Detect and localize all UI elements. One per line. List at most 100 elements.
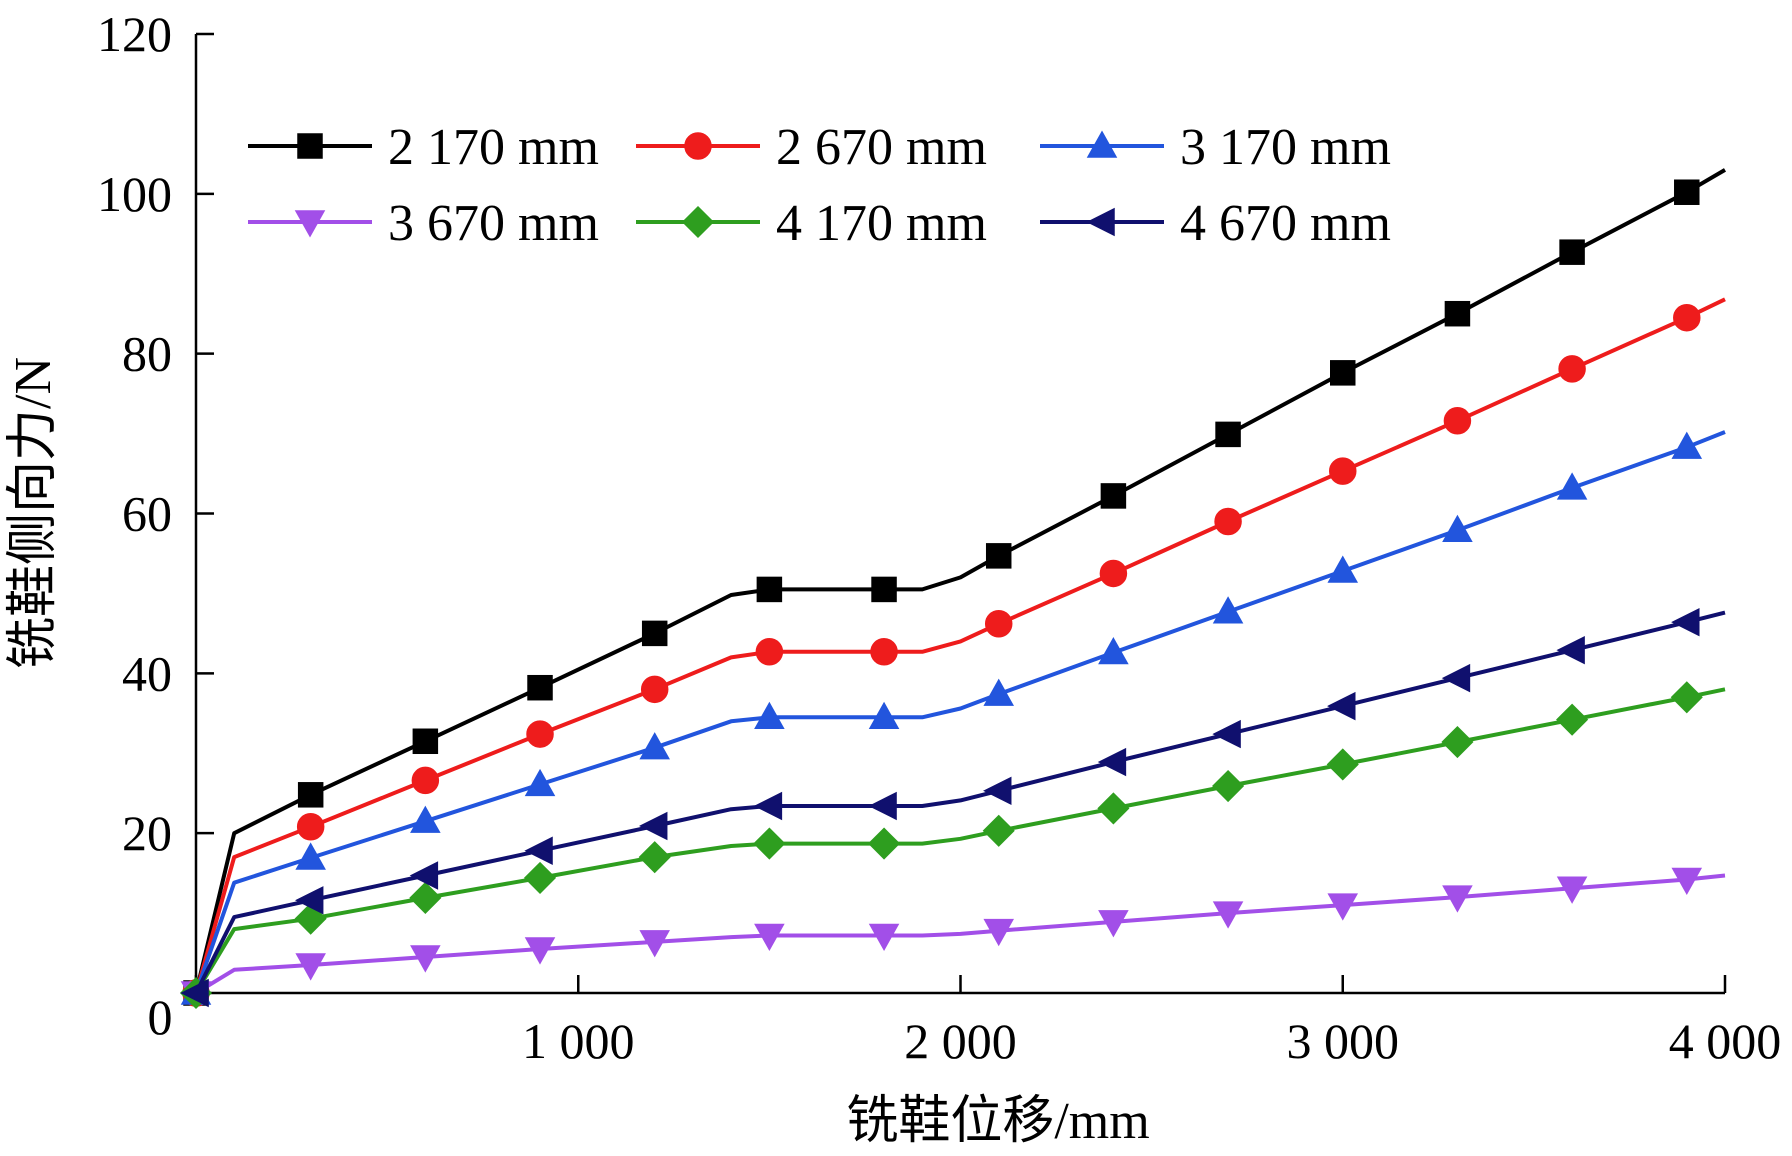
data-point: [868, 791, 897, 821]
data-point: [1556, 472, 1588, 500]
y-tick-label: 20: [122, 805, 172, 861]
series-3: [180, 430, 1726, 1005]
x-tick-label: 2 000: [904, 1013, 1017, 1069]
data-point: [523, 861, 557, 894]
series-2: [182, 297, 1726, 1007]
data-point: [1559, 239, 1585, 265]
legend-item: 3 670 mm: [248, 195, 599, 252]
data-point: [411, 766, 440, 795]
legend-item: 3 170 mm: [1040, 119, 1391, 176]
data-point: [1215, 421, 1241, 448]
data-point: [870, 638, 898, 666]
data-point: [1330, 360, 1356, 386]
data-point: [1098, 910, 1129, 938]
data-point: [754, 923, 785, 951]
data-point: [295, 842, 326, 870]
data-point: [753, 791, 783, 821]
data-point: [1671, 431, 1703, 459]
legend-marker: [294, 210, 326, 238]
data-point: [982, 814, 1015, 847]
data-point: [754, 701, 785, 730]
data-point: [410, 805, 441, 833]
legend-label: 4 670 mm: [1180, 195, 1391, 252]
data-point: [1212, 719, 1241, 749]
data-point: [1442, 514, 1473, 543]
data-point: [871, 576, 897, 603]
data-point: [985, 543, 1012, 569]
legend: 2 170 mm 2 670 mm 3 170 mm 3 670 mm 4 170 mm…: [248, 119, 1391, 252]
data-point: [1441, 726, 1474, 759]
x-axis-title: 铣鞋位移/mm: [846, 1093, 1149, 1150]
data-point: [527, 674, 553, 701]
y-tick-label: 120: [97, 6, 172, 62]
data-point: [983, 776, 1012, 806]
legend-item: 4 670 mm: [1040, 195, 1391, 252]
data-point: [868, 923, 900, 951]
axes: 20 40 60 80 100 120 1 000 2 000 3 000 4 000 0 铣鞋…: [5, 6, 1781, 1150]
data-point: [1442, 885, 1473, 913]
data-point: [1556, 876, 1588, 904]
data-point: [1674, 179, 1700, 205]
data-point: [867, 827, 901, 860]
data-point: [1214, 507, 1242, 536]
y-tick-label: 80: [122, 326, 172, 382]
data-point: [524, 937, 556, 965]
data-point: [1443, 407, 1472, 435]
data-point: [1098, 637, 1129, 665]
legend-marker: [684, 132, 712, 160]
data-point: [868, 701, 900, 730]
data-point: [409, 861, 439, 890]
x-tick-label: 1 000: [522, 1013, 635, 1069]
y-axis-title: 铣鞋侧向力/N: [5, 357, 62, 669]
data-point: [1327, 893, 1359, 921]
data-point: [297, 782, 324, 808]
data-point: [1444, 300, 1471, 327]
legend-marker: [1086, 207, 1115, 237]
data-point: [1212, 596, 1244, 624]
legend-label: 4 170 mm: [776, 195, 987, 252]
data-point: [1671, 607, 1700, 637]
data-point: [639, 732, 670, 760]
data-point: [983, 678, 1015, 706]
legend-marker: [681, 205, 715, 239]
x-tick-label: 3 000: [1287, 1013, 1400, 1069]
data-point: [1327, 555, 1359, 583]
data-point: [755, 638, 784, 666]
data-point: [1670, 681, 1703, 714]
data-point: [412, 728, 439, 755]
data-point: [1097, 792, 1130, 825]
series-layer: [179, 168, 1727, 1010]
x-ticks: 1 000 2 000 3 000 4 000: [194, 975, 1781, 1069]
legend-item: 2 170 mm: [248, 119, 599, 176]
data-point: [1673, 303, 1701, 332]
data-point: [638, 841, 671, 874]
data-point: [639, 811, 668, 841]
legend-item: 2 670 mm: [636, 119, 987, 176]
data-point: [294, 886, 324, 915]
data-point: [1671, 867, 1703, 896]
data-point: [641, 620, 668, 647]
data-point: [1441, 663, 1471, 693]
series-5: [179, 681, 1726, 1010]
y-tick-label: 40: [122, 645, 172, 701]
data-point: [640, 675, 669, 704]
data-point: [1099, 559, 1128, 588]
data-point: [984, 610, 1013, 638]
series-line: [194, 610, 1726, 994]
data-point: [1097, 747, 1127, 777]
data-point: [180, 978, 209, 1008]
data-point: [410, 945, 441, 973]
data-point: [1326, 748, 1359, 781]
legend-label: 2 170 mm: [388, 119, 599, 176]
data-point: [1212, 901, 1244, 929]
data-point: [1327, 691, 1356, 721]
data-point: [1329, 457, 1357, 485]
legend-marker: [297, 133, 323, 159]
legend-label: 3 170 mm: [1180, 119, 1391, 176]
series-4: [180, 867, 1726, 1009]
legend-marker: [1086, 130, 1118, 158]
data-point: [295, 953, 326, 981]
data-point: [409, 881, 442, 914]
data-point: [526, 720, 554, 748]
y-ticks: 20 40 60 80 100 120: [97, 6, 214, 861]
